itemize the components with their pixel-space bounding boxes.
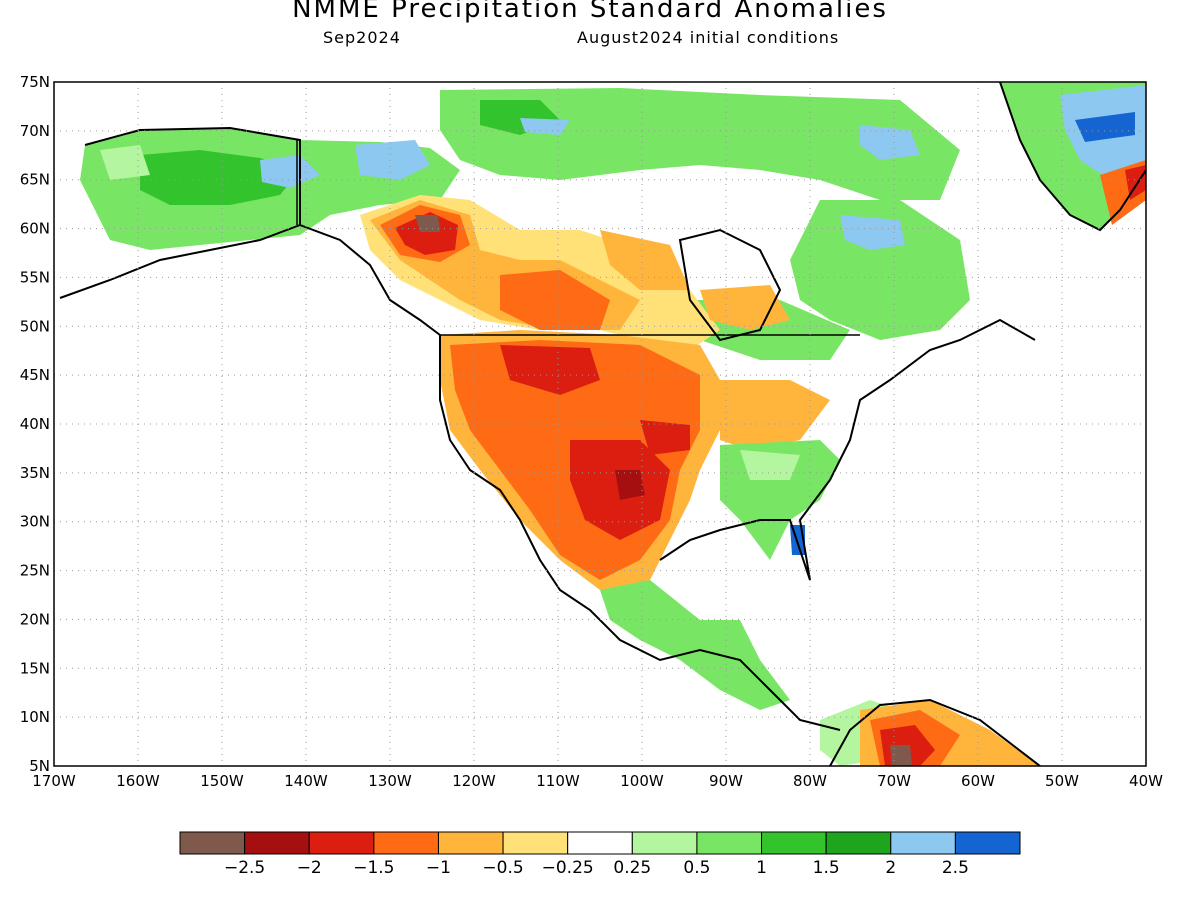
- map-title: NMME Precipitation Standard Anomalies: [292, 0, 888, 24]
- lat-tick-label: 50N: [20, 317, 50, 335]
- anomaly-very-wet-yukon: [260, 155, 320, 188]
- anomaly-fill-layer: [80, 82, 1146, 766]
- anomaly-extreme-dry-venezuela: [890, 745, 912, 766]
- anomaly-wet-arctic: [440, 88, 960, 200]
- anomaly-lightwet-alaska: [100, 145, 150, 180]
- colorbar-swatch: [437, 831, 504, 855]
- colorbar-swatch: [696, 831, 763, 855]
- coastline-west-us: [439, 335, 841, 731]
- colorbar-label: −2: [297, 858, 322, 878]
- lat-tick-label: 30N: [20, 513, 50, 531]
- lon-tick-label: 120W: [452, 772, 496, 790]
- colorbar: −2.5 −2 −1.5 −1 −0.5 −0.25 0.25 0.5 1 1.5 2 2.5: [179, 831, 1021, 878]
- target-month: Sep2024: [323, 28, 401, 47]
- anomaly-wet-alaska-core: [140, 150, 300, 205]
- lon-tick-label: 60W: [961, 772, 995, 790]
- anomaly-dry-hudson: [700, 285, 790, 330]
- lon-tick-label: 90W: [709, 772, 743, 790]
- lon-tick-label: 130W: [368, 772, 412, 790]
- anomaly-verydry-montana: [500, 345, 600, 395]
- lon-tick-label: 150W: [200, 772, 244, 790]
- coastline-alaska: [84, 126, 441, 336]
- map-frame: [53, 81, 1147, 767]
- lat-tick-label: 10N: [20, 708, 50, 726]
- colorbar-swatch: [825, 831, 892, 855]
- colorbar-swatch: [890, 831, 956, 855]
- anomaly-wet-quebec: [790, 200, 970, 340]
- lat-tick-label: 60N: [20, 220, 50, 238]
- colorbar-swatch: [567, 831, 633, 855]
- anomaly-very-wet-nwt: [355, 140, 430, 180]
- coastline-greenland: [999, 82, 1146, 232]
- anomaly-extreme-dry-texas: [615, 470, 645, 500]
- colorbar-swatch: [244, 831, 310, 855]
- lat-tick-label: 55N: [20, 268, 50, 286]
- coastline-layer: [59, 82, 1146, 766]
- lat-tick-label: 45N: [20, 366, 50, 384]
- colorbar-label: 0.25: [613, 858, 651, 878]
- colorbar-label: 2.5: [942, 858, 969, 878]
- colorbar-swatch: [308, 831, 375, 855]
- lat-tick-label: 65N: [20, 171, 50, 189]
- colorbar-swatch: [373, 831, 439, 855]
- lon-tick-label: 50W: [1045, 772, 1079, 790]
- anomaly-lightwet-southeast: [740, 450, 800, 480]
- colorbar-swatch: [502, 831, 569, 855]
- lat-tick-label: 70N: [20, 122, 50, 140]
- lat-tick-label: 5N: [29, 757, 50, 775]
- lat-tick-label: 15N: [20, 659, 50, 677]
- initial-conditions: August2024 initial conditions: [577, 28, 840, 47]
- colorbar-label: 1: [756, 858, 767, 878]
- lon-tick-label: 80W: [793, 772, 827, 790]
- lat-tick-label: 25N: [20, 562, 50, 580]
- lon-tick-label: 40W: [1129, 772, 1163, 790]
- lat-tick-label: 40N: [20, 415, 50, 433]
- anomaly-wet-mexico: [600, 580, 790, 710]
- colorbar-swatch: [761, 831, 827, 855]
- anomaly-verydry-greenland: [1125, 165, 1146, 200]
- colorbar-label: 2: [885, 858, 896, 878]
- colorbar-label: 1.5: [813, 858, 840, 878]
- lat-tick-label: 20N: [20, 610, 50, 628]
- lon-tick-label: 170W: [32, 772, 76, 790]
- lon-tick-label: 100W: [620, 772, 664, 790]
- anomaly-extreme-dry-bc: [415, 215, 440, 232]
- coastline-hudson-bay: [678, 228, 782, 342]
- coastline-gulf: [659, 318, 1036, 581]
- colorbar-swatch: [179, 831, 246, 855]
- colorbar-label: −1.5: [353, 858, 394, 878]
- colorbar-label: −0.5: [482, 858, 523, 878]
- gridlines: [54, 82, 1146, 766]
- axis-labels: 5N 10N 15N 20N 25N 30N 35N 40N 45N 50N 55N 60N 65N 70…: [20, 73, 1163, 790]
- colorbar-label: −1: [426, 858, 451, 878]
- anomaly-extreme-wet-greenland: [1075, 112, 1135, 142]
- anomaly-strong-dry-prairies: [500, 270, 610, 330]
- colorbar-swatch: [631, 831, 698, 855]
- lat-tick-label: 35N: [20, 464, 50, 482]
- coastline-alaska-south: [59, 224, 301, 299]
- anomaly-verywet-baffin: [860, 125, 920, 160]
- anomaly-dry-northeast: [720, 380, 830, 450]
- lon-tick-label: 140W: [284, 772, 328, 790]
- colorbar-swatch: [954, 831, 1021, 855]
- lon-tick-label: 160W: [116, 772, 160, 790]
- anomaly-dry-ontario: [600, 230, 690, 290]
- lon-tick-label: 70W: [877, 772, 911, 790]
- anomaly-verydry-kansas: [640, 420, 690, 455]
- colorbar-label: 0.5: [683, 858, 710, 878]
- anomaly-verywet-quebec: [840, 215, 905, 250]
- colorbar-label: −0.25: [542, 858, 594, 878]
- coastline-south-america: [829, 698, 1041, 766]
- colorbar-label: −2.5: [224, 858, 265, 878]
- lat-tick-label: 75N: [20, 73, 50, 91]
- anomaly-verystrong-dry-bc: [395, 212, 458, 255]
- lon-tick-label: 110W: [536, 772, 580, 790]
